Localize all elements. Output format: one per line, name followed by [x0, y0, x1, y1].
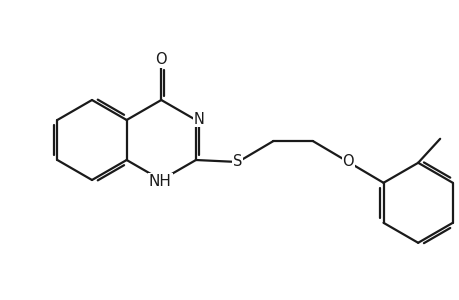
Text: O: O [155, 52, 167, 67]
Text: S: S [233, 154, 242, 169]
Text: O: O [342, 154, 353, 169]
Text: N: N [193, 112, 204, 127]
Text: NH: NH [149, 173, 171, 188]
